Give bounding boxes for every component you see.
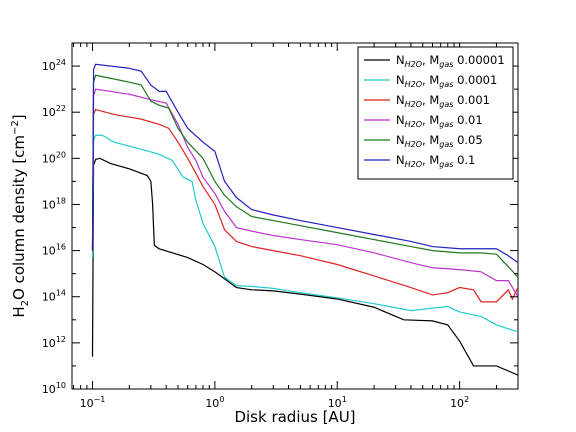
- series-line-2: [91, 108, 518, 303]
- y-tick-label: 1018: [42, 196, 66, 211]
- legend: NH2O, Mgas 0.00001 NH2O, Mgas 0.0001 NH2O,…: [357, 46, 514, 180]
- x-tick-label: 10−1: [80, 395, 106, 410]
- y-tick-label: 1014: [42, 289, 66, 304]
- legend-label-1: NH2O, Mgas 0.0001: [396, 73, 497, 89]
- legend-item: NH2O, Mgas 0.001: [364, 93, 490, 109]
- legend-item: NH2O, Mgas 0.1: [364, 153, 475, 169]
- legend-label-4: NH2O, Mgas 0.05: [396, 133, 483, 149]
- legend-label-2: NH2O, Mgas 0.001: [396, 93, 490, 109]
- legend-entries: NH2O, Mgas 0.00001 NH2O, Mgas 0.0001 NH2O,…: [364, 53, 505, 169]
- tick-layer: 10−1 100 101 102 1010 1012 1014 1016 1018 1020 102…: [42, 42, 519, 410]
- legend-label-5: NH2O, Mgas 0.1: [396, 153, 475, 169]
- x-tick-label: 100: [205, 395, 224, 410]
- x-axis-title: Disk radius [AU]: [234, 408, 355, 426]
- y-tick-label: 1016: [42, 243, 66, 258]
- series-line-5: [91, 63, 518, 264]
- series-line-3: [91, 88, 518, 298]
- y-tick-label: 1010: [42, 381, 66, 396]
- y-tick-label: 1020: [42, 150, 66, 165]
- legend-item: NH2O, Mgas 0.01: [364, 113, 483, 129]
- series-line-0: [91, 157, 518, 376]
- legend-label-0: NH2O, Mgas 0.00001: [396, 53, 505, 69]
- legend-box: [357, 46, 514, 180]
- legend-item: NH2O, Mgas 0.00001: [364, 53, 505, 69]
- y-tick-label: 1024: [42, 58, 66, 73]
- x-tick-label: 102: [450, 395, 469, 410]
- legend-item: NH2O, Mgas 0.05: [364, 133, 483, 149]
- legend-item: NH2O, Mgas 0.0001: [364, 73, 497, 89]
- series-line-1: [91, 134, 518, 333]
- series-layer: [91, 63, 518, 376]
- legend-label-3: NH2O, Mgas 0.01: [396, 113, 483, 129]
- series-line-4: [91, 74, 518, 278]
- y-axis-label: H2O column density [cm−2]: [10, 114, 31, 317]
- y-tick-label: 1022: [42, 104, 66, 119]
- x-tick-label: 101: [328, 395, 347, 410]
- x-axis-label: Disk radius [AU]: [234, 408, 355, 426]
- y-tick-label: 1012: [42, 335, 66, 350]
- y-axis-title: H2O column density [cm−2]: [10, 114, 31, 317]
